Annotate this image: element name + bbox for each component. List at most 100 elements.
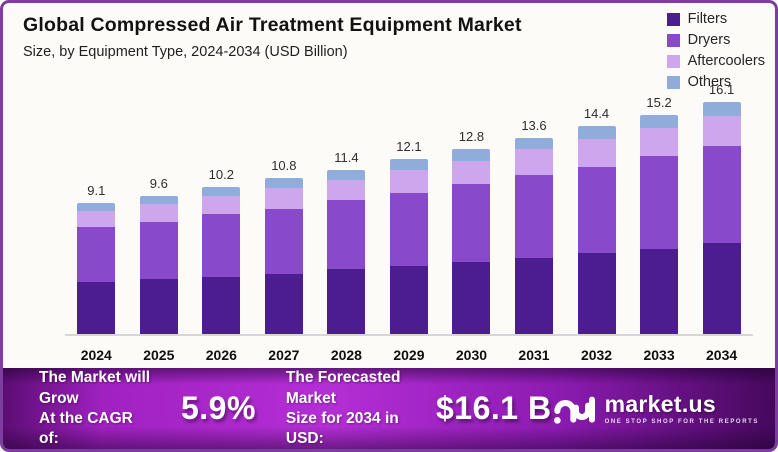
- bar-segment-others: [264, 178, 303, 189]
- legend-label: Aftercoolers: [687, 53, 765, 69]
- bar-total-label: 14.4: [583, 106, 610, 122]
- legend-label: Others: [687, 74, 732, 90]
- bar-segment-dryers: [577, 166, 616, 254]
- bar-segment-dryers: [77, 227, 116, 283]
- cagr-label-line1: The Market will Grow: [39, 369, 151, 407]
- bar-segment-others: [702, 101, 741, 116]
- x-tick-label: 2027: [268, 347, 300, 364]
- bar-segment-filters: [202, 276, 241, 335]
- bar-segment-aftercoolers: [452, 160, 491, 184]
- bar-segment-aftercoolers: [139, 204, 178, 222]
- footer-banner: The Market will Grow At the CAGR of: 5.9…: [3, 368, 775, 449]
- cagr-label-line2: At the CAGR of:: [39, 409, 133, 447]
- bar-2033: 15.2: [640, 74, 679, 335]
- y-axis: 181614121086420: [3, 74, 7, 336]
- bar-total-label: 9.6: [149, 175, 168, 191]
- bar-segment-others: [139, 195, 178, 205]
- legend-swatch: [666, 54, 680, 68]
- bar-segment-filters: [452, 262, 491, 335]
- bar-segment-dryers: [202, 214, 241, 277]
- bar-2029: 12.1: [389, 74, 428, 335]
- forecast-label-line1: The Forecasted Market: [285, 369, 401, 407]
- bar-stack: [702, 101, 741, 335]
- bar-2026: 10.2: [202, 74, 241, 335]
- logo-mark-icon: [553, 396, 595, 424]
- bar-stack: [514, 137, 553, 335]
- bar-2031: 13.6: [514, 74, 553, 335]
- cagr-label: The Market will Grow At the CAGR of:: [39, 368, 153, 449]
- bar-stack: [389, 159, 428, 335]
- bar-segment-aftercoolers: [389, 169, 428, 193]
- bar-segment-dryers: [327, 199, 366, 270]
- chart-title: Global Compressed Air Treatment Equipmen…: [23, 14, 522, 36]
- bar-segment-others: [640, 114, 679, 128]
- legend: Filters Dryers Aftercoolers Others: [666, 11, 765, 90]
- legend-item-aftercoolers: Aftercoolers: [666, 53, 765, 69]
- x-tick-label: 2034: [706, 347, 738, 364]
- bar-total-label: 16.1: [708, 81, 735, 97]
- plot-area: 9.1 9.6 10.2 10.8 11.4 12.1 12.8 13.6 14.4 15.2 16…: [65, 74, 753, 337]
- bar-segment-dryers: [514, 175, 553, 258]
- bar-segment-others: [577, 126, 616, 140]
- bar-2030: 12.8: [452, 74, 491, 335]
- bar-segment-aftercoolers: [514, 149, 553, 176]
- chart-subtitle: Size, by Equipment Type, 2024-2034 (USD …: [23, 44, 348, 60]
- bar-segment-aftercoolers: [202, 195, 241, 215]
- forecast-value: $16.1 B: [436, 390, 552, 427]
- bar-stack: [139, 195, 178, 335]
- bar-2024: 9.1: [77, 74, 116, 335]
- bar-segment-dryers: [389, 192, 428, 267]
- bar-segment-filters: [77, 282, 116, 335]
- bar-segment-aftercoolers: [264, 188, 303, 209]
- bar-segment-filters: [264, 273, 303, 335]
- bar-stack: [264, 178, 303, 335]
- bar-stack: [202, 186, 241, 335]
- x-tick-label: 2024: [80, 347, 112, 364]
- x-tick-label: 2026: [205, 347, 237, 364]
- bar-segment-others: [327, 169, 366, 180]
- bar-stack: [640, 114, 679, 335]
- bar-stack: [577, 126, 616, 335]
- bar-stack: [327, 169, 366, 335]
- legend-swatch: [666, 75, 680, 89]
- bar-segment-filters: [389, 266, 428, 335]
- bar-2034: 16.1: [702, 74, 741, 335]
- bar-2027: 10.8: [264, 74, 303, 335]
- bar-2028: 11.4: [327, 74, 366, 335]
- bar-segment-others: [389, 159, 428, 170]
- bar-segment-aftercoolers: [640, 127, 679, 157]
- bar-segment-filters: [139, 279, 178, 335]
- bar-segment-filters: [702, 243, 741, 335]
- x-tick-label: 2029: [393, 347, 425, 364]
- bar-total-label: 12.8: [458, 129, 485, 145]
- legend-label: Filters: [687, 11, 728, 27]
- legend-item-others: Others: [666, 74, 765, 90]
- x-tick-label: 2028: [330, 347, 362, 364]
- x-tick-label: 2025: [143, 347, 175, 364]
- bar-segment-dryers: [264, 208, 303, 274]
- bar-segment-aftercoolers: [577, 139, 616, 167]
- bar-segment-filters: [577, 253, 616, 335]
- bar-segment-others: [77, 202, 116, 212]
- bar-2025: 9.6: [139, 74, 178, 335]
- legend-swatch: [666, 33, 680, 47]
- x-tick-label: 2031: [518, 347, 550, 364]
- legend-item-filters: Filters: [666, 11, 765, 27]
- bar-stack: [452, 149, 491, 335]
- bar-segment-dryers: [139, 221, 178, 280]
- bar-total-label: 13.6: [521, 117, 547, 133]
- bar-segment-dryers: [452, 183, 491, 263]
- bar-segment-dryers: [702, 146, 741, 244]
- x-tick-label: 2030: [455, 347, 488, 364]
- legend-label: Dryers: [687, 32, 731, 48]
- bar-segment-others: [202, 186, 241, 196]
- bar-2032: 14.4: [577, 74, 616, 335]
- forecast-label: The Forecasted Market Size for 2034 in U…: [286, 368, 410, 449]
- cagr-value: 5.9%: [180, 390, 256, 427]
- chart-region: 181614121086420 9.19.610.210.811.412.112…: [15, 70, 757, 368]
- bar-segment-filters: [640, 249, 679, 335]
- bar-total-label: 15.2: [646, 94, 672, 110]
- bar-total-label: 9.1: [87, 182, 106, 198]
- bar-segment-aftercoolers: [327, 179, 366, 200]
